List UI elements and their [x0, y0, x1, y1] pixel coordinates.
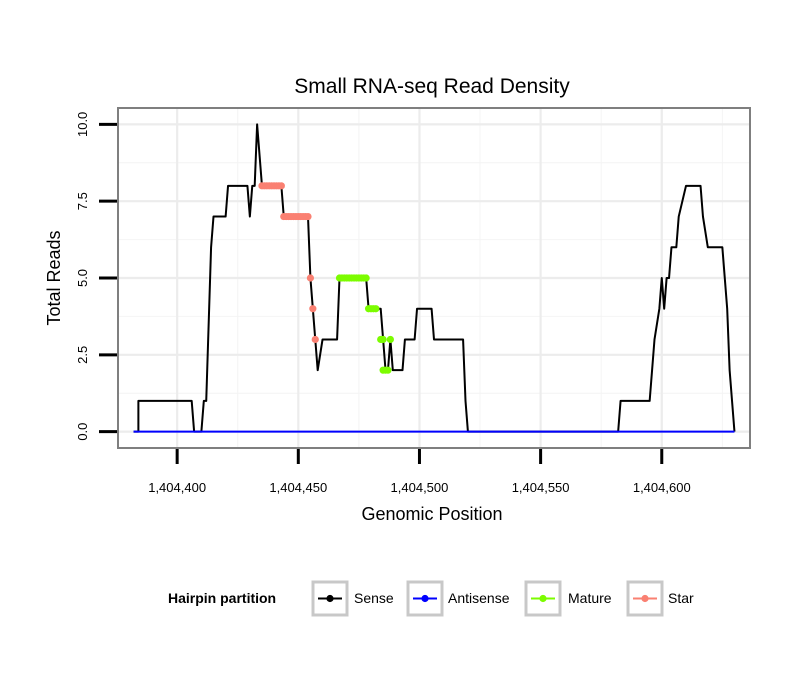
- y-tick-label: 0.0: [75, 423, 90, 441]
- legend-key-dot: [539, 594, 547, 603]
- data-point-star: [306, 274, 315, 282]
- y-axis-title: Total Reads: [44, 230, 64, 325]
- data-point-mature: [386, 335, 394, 344]
- data-point-mature: [379, 335, 387, 344]
- legend-key-dot: [326, 594, 334, 603]
- y-tick-label: 7.5: [75, 192, 90, 210]
- legend-label-star: Star: [668, 590, 694, 606]
- y-axis: 0.0 2.5 5.0 7.5 10.0: [75, 112, 117, 441]
- y-tick-label: 10.0: [75, 112, 90, 137]
- x-axis-title: Genomic Position: [361, 504, 502, 524]
- legend-label-mature: Mature: [568, 590, 612, 606]
- x-tick-label: 1,404,550: [512, 480, 570, 495]
- data-point-star: [304, 212, 312, 221]
- legend-key-dot: [641, 594, 649, 603]
- data-point-mature: [384, 366, 392, 374]
- legend-label-sense: Sense: [354, 590, 394, 606]
- data-point-star: [309, 305, 317, 313]
- x-axis: 1,404,400 1,404,450 1,404,500 1,404,550 1,40…: [148, 449, 691, 495]
- data-point-star: [277, 182, 285, 190]
- data-point-star: [311, 335, 319, 344]
- x-tick-label: 1,404,600: [633, 480, 691, 495]
- grid: [119, 109, 749, 447]
- legend-title: Hairpin partition: [168, 590, 276, 606]
- plot-panel-border: [117, 107, 751, 449]
- legend-key-dot: [421, 594, 429, 603]
- y-tick-label: 5.0: [75, 269, 90, 287]
- legend: Hairpin partition Sense Antisense Mature St…: [168, 580, 694, 617]
- legend-label-antisense: Antisense: [448, 590, 510, 606]
- series-layer: [133, 123, 736, 433]
- chart-title: Small RNA-seq Read Density: [294, 75, 570, 98]
- x-tick-label: 1,404,500: [391, 480, 449, 495]
- x-tick-label: 1,404,450: [269, 480, 327, 495]
- data-point-mature: [362, 274, 370, 282]
- y-tick-label: 2.5: [75, 346, 90, 364]
- x-tick-label: 1,404,400: [148, 480, 206, 495]
- data-point-mature: [372, 305, 380, 313]
